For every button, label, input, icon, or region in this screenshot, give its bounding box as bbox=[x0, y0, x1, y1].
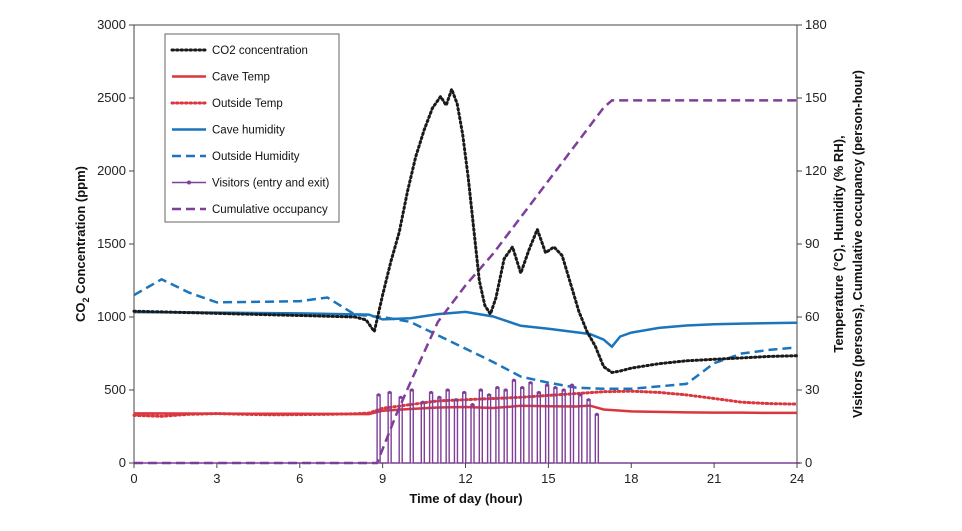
legend-item: Outside Humidity bbox=[172, 151, 300, 163]
visitor-point bbox=[399, 395, 403, 399]
y-tick-label: 500 bbox=[104, 382, 126, 397]
y-axis-ticks: 0 500 1000 1500 2000 2500 3000 bbox=[97, 17, 134, 470]
legend-item: Outside Temp bbox=[170, 98, 283, 110]
legend-label: CO2 concentration bbox=[212, 45, 308, 57]
y2-axis-label-line2: Visitors (persons), Cumulative occupancy… bbox=[850, 70, 865, 418]
visitor-point bbox=[512, 378, 516, 382]
series-cave-humidity bbox=[133, 310, 798, 349]
series-outside-humidity bbox=[133, 277, 798, 391]
series-line bbox=[133, 277, 798, 391]
legend-label: Cave Temp bbox=[212, 72, 270, 84]
visitor-point bbox=[495, 385, 499, 390]
series-line bbox=[132, 84, 799, 375]
y2-axis-ticks: 0 30 60 90 120 150 180 bbox=[797, 17, 827, 470]
y2-tick-label: 60 bbox=[805, 309, 819, 324]
legend-box bbox=[164, 33, 340, 223]
x-tick-label: 12 bbox=[458, 471, 472, 486]
legend-item: Cave humidity bbox=[172, 125, 285, 137]
y2-tick-label: 30 bbox=[805, 382, 819, 397]
legend-label: Visitors (entry and exit) bbox=[212, 178, 330, 190]
legend-item: Cave Temp bbox=[172, 72, 270, 84]
y-tick-label: 0 bbox=[119, 455, 126, 470]
x-tick-label: 15 bbox=[541, 471, 555, 486]
x-tick-label: 0 bbox=[130, 471, 137, 486]
y-tick-label: 2000 bbox=[97, 163, 126, 178]
x-tick-label: 24 bbox=[790, 471, 804, 486]
x-tick-label: 3 bbox=[213, 471, 220, 486]
visitor-point bbox=[479, 388, 483, 392]
y-tick-label: 1500 bbox=[97, 236, 126, 251]
y2-tick-label: 120 bbox=[805, 163, 827, 178]
visitor-point bbox=[504, 388, 508, 392]
legend-item: CO2 concentration bbox=[170, 45, 308, 57]
series-layer bbox=[132, 84, 800, 465]
x-tick-label: 9 bbox=[379, 471, 386, 486]
visitor-point bbox=[470, 403, 475, 407]
y2-axis-label-line1: Temperature (°C), Humidity (% RH), bbox=[831, 135, 846, 352]
y-tick-label: 1000 bbox=[97, 309, 126, 324]
series-line bbox=[134, 379, 800, 464]
visitor-point bbox=[537, 390, 541, 395]
series-co2-concentration bbox=[132, 84, 799, 375]
visitor-point bbox=[545, 383, 549, 387]
visitor-point bbox=[410, 388, 414, 392]
legend-item: Visitors (entry and exit) bbox=[172, 178, 330, 190]
legend-label: Cave humidity bbox=[212, 125, 285, 137]
visitor-point bbox=[595, 412, 599, 416]
series-outside-temp bbox=[132, 389, 799, 418]
y2-tick-label: 150 bbox=[805, 90, 827, 105]
visitor-point bbox=[553, 385, 558, 390]
series-line bbox=[132, 389, 799, 418]
legend-label: Outside Humidity bbox=[212, 151, 300, 163]
x-tick-label: 21 bbox=[707, 471, 721, 486]
y2-tick-label: 0 bbox=[805, 455, 812, 470]
visitor-point bbox=[487, 393, 491, 397]
visitor-point bbox=[429, 390, 433, 395]
series-visitors-entry-and-exit bbox=[134, 378, 800, 464]
legend: CO2 concentration Cave Temp Outside Temp Ca… bbox=[164, 33, 340, 223]
x-axis-label: Time of day (hour) bbox=[409, 491, 522, 506]
visitor-point bbox=[562, 388, 566, 392]
visitor-point bbox=[586, 398, 591, 402]
y2-tick-label: 90 bbox=[805, 236, 819, 251]
visitor-point bbox=[454, 398, 458, 402]
visitor-point bbox=[570, 383, 574, 387]
legend-item: Cumulative occupancy bbox=[172, 204, 328, 216]
visitor-point bbox=[421, 400, 425, 404]
visitor-point bbox=[446, 388, 450, 392]
visitor-point bbox=[528, 381, 533, 385]
legend-label: Cumulative occupancy bbox=[212, 204, 328, 216]
visitor-point bbox=[520, 385, 524, 390]
y2-tick-label: 180 bbox=[805, 17, 827, 32]
y-tick-label: 2500 bbox=[97, 90, 126, 105]
series-line bbox=[133, 310, 798, 349]
legend-label: Outside Temp bbox=[212, 98, 283, 110]
visitor-point bbox=[437, 395, 441, 399]
x-tick-label: 6 bbox=[296, 471, 303, 486]
y-axis-label: CO2 Concentration (ppm) bbox=[73, 166, 91, 322]
visitor-point bbox=[388, 390, 392, 395]
x-tick-label: 18 bbox=[624, 471, 638, 486]
visitor-point bbox=[377, 393, 381, 397]
x-axis-ticks: 0 3 6 9 12 15 18 21 24 bbox=[130, 463, 804, 486]
visitor-point bbox=[462, 390, 466, 395]
visitor-point bbox=[578, 393, 582, 397]
legend-marker bbox=[187, 180, 191, 185]
y-tick-label: 3000 bbox=[97, 17, 126, 32]
